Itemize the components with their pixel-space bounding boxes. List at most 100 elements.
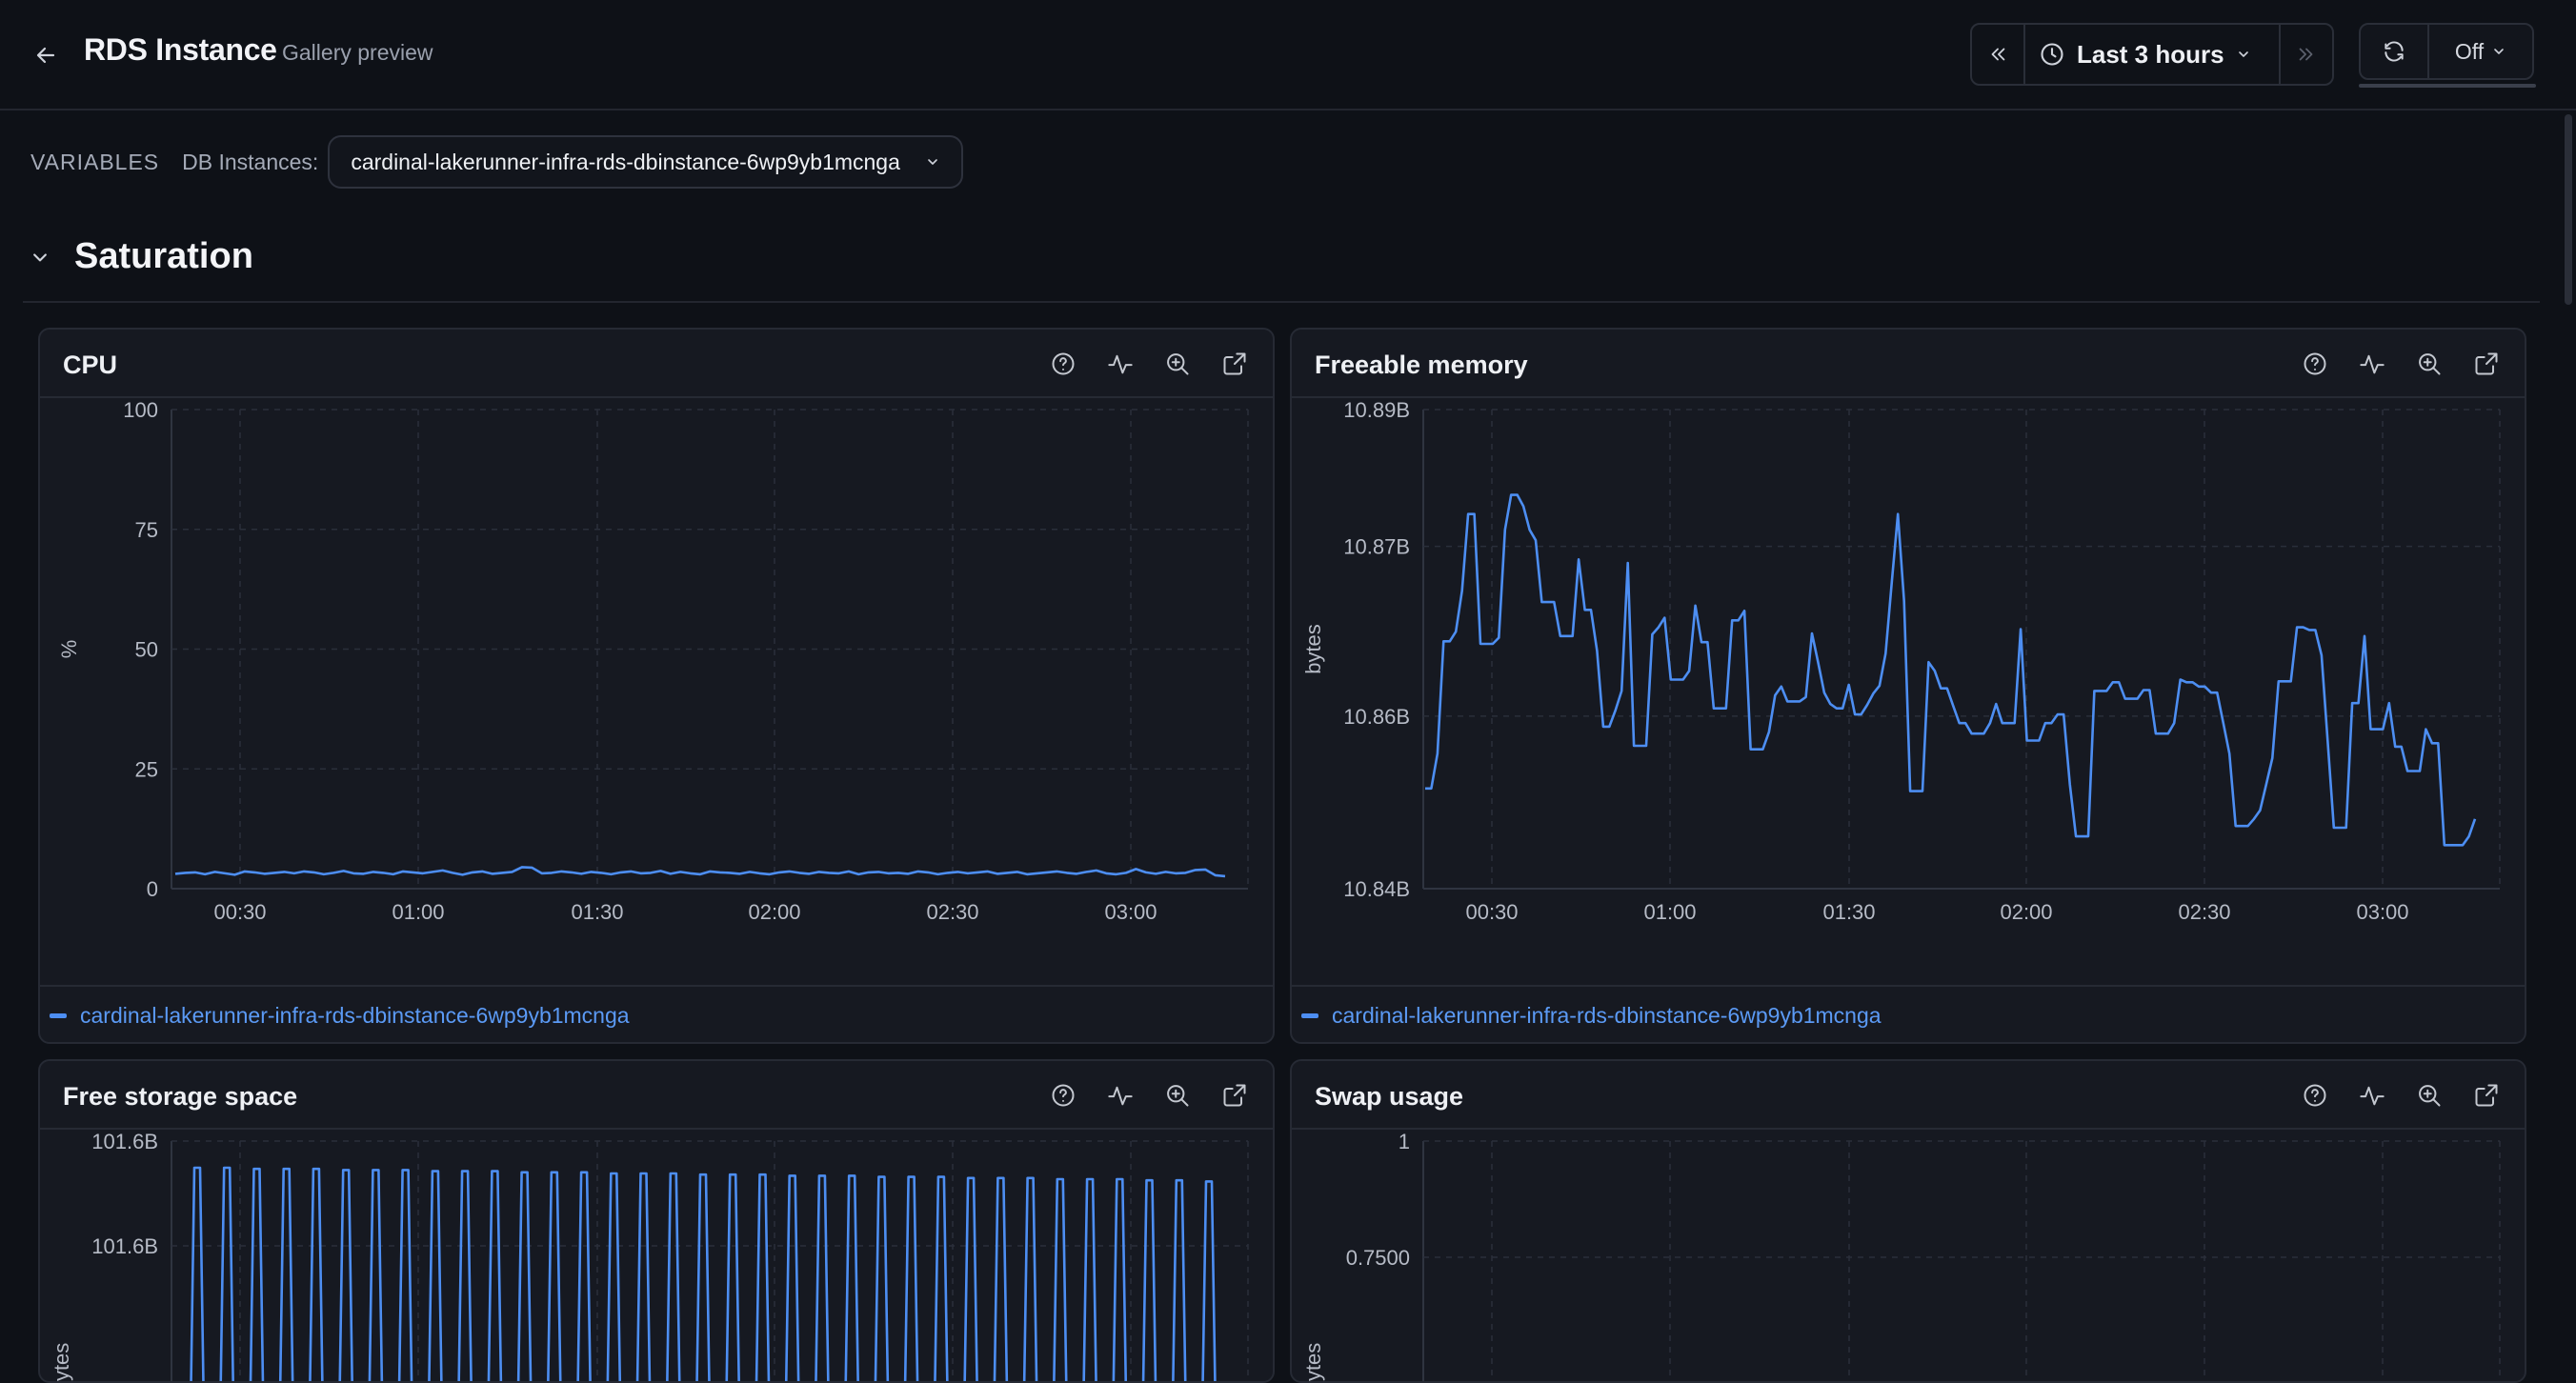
time-range-label: Last 3 hours — [2077, 39, 2224, 69]
x-tick-label: 02:30 — [926, 900, 978, 924]
y-tick-label: 0 — [147, 877, 158, 901]
panel-swap-usage: Swap usage 1 0.7500 bytes — [1290, 1059, 2526, 1383]
chevrons-right-icon — [2299, 48, 2313, 61]
panel-actions — [1044, 1080, 1254, 1111]
x-tick-label: 01:00 — [392, 900, 444, 924]
panel-cpu: CPU 100 75 50 25 0 00:30 01:00 01:30 02:00 02:30 0… — [38, 328, 1275, 1044]
chevron-down-icon — [2494, 49, 2504, 54]
chart-free-storage-space: 101.6B 101.6B bytes — [50, 1130, 1249, 1381]
help-circle-icon — [1052, 352, 1075, 375]
variables-heading: VARIABLES — [30, 149, 160, 174]
panel-header: Freeable memory — [1292, 330, 2525, 398]
panel-zoom-button[interactable] — [1158, 349, 1197, 379]
panel-header: Swap usage — [1292, 1061, 2525, 1130]
x-tick-label: 02:30 — [2178, 900, 2230, 924]
db-instances-label: DB Instances: — [182, 149, 319, 174]
time-range-picker: Last 3 hours — [1970, 23, 2334, 86]
panel-explore-button[interactable] — [2353, 1080, 2391, 1111]
panel-explore-button[interactable] — [2353, 349, 2391, 379]
panel-info-button[interactable] — [1044, 1080, 1082, 1111]
y-tick-label: 25 — [135, 757, 158, 781]
y-tick-label: 50 — [135, 638, 158, 662]
panel-title: Freeable memory — [1315, 351, 1528, 379]
x-tick-label: 01:30 — [571, 900, 623, 924]
time-range-button[interactable]: Last 3 hours — [2025, 25, 2281, 84]
panel-open-button[interactable] — [1216, 1080, 1254, 1111]
x-tick-label: 00:30 — [1465, 900, 1518, 924]
y-axis-label: bytes — [1301, 624, 1325, 674]
external-link-icon — [2475, 1084, 2498, 1107]
panel-explore-button[interactable] — [1101, 349, 1139, 379]
legend-swatch — [50, 1012, 67, 1018]
external-link-icon — [2475, 352, 2498, 375]
panel-header: Free storage space — [40, 1061, 1273, 1130]
row-toggle-saturation[interactable]: Saturation — [30, 236, 253, 277]
external-link-icon — [1223, 1084, 1246, 1107]
help-circle-icon — [1052, 1084, 1075, 1107]
panel-freeable-memory: Freeable memory 10.89B 10.87B 10.86B 10.84B… — [1290, 328, 2526, 1044]
page-scrollbar[interactable] — [2561, 110, 2576, 1372]
y-tick-label: 75 — [135, 518, 158, 542]
panel-info-button[interactable] — [2296, 349, 2334, 379]
top-bar: RDS Instance Gallery preview Last 3 hour… — [0, 0, 2576, 110]
x-tick-label: 00:30 — [213, 900, 266, 924]
db-instances-value: cardinal-lakerunner-infra-rds-dbinstance… — [351, 149, 900, 174]
series-line — [174, 866, 1226, 878]
y-tick-label: 1 — [1399, 1130, 1410, 1153]
x-tick-label: 03:00 — [1104, 900, 1157, 924]
y-tick-label: 10.84B — [1343, 877, 1410, 901]
shift-time-back-button[interactable] — [1972, 25, 2025, 84]
clock-icon — [2041, 43, 2063, 66]
panel-open-button[interactable] — [2467, 1080, 2506, 1111]
zoom-in-icon — [2419, 1085, 2441, 1107]
panel-free-storage-space: Free storage space 101.6B 101.6B bytes — [38, 1059, 1275, 1383]
chart-swap-usage: 1 0.7500 bytes — [1301, 1130, 2501, 1383]
help-circle-icon — [2304, 352, 2326, 375]
panel-title: CPU — [63, 351, 118, 379]
page-subtitle: Gallery preview — [282, 40, 433, 65]
pulse-icon — [1108, 354, 1133, 374]
zoom-in-icon — [2419, 353, 2441, 375]
row-divider — [23, 301, 2540, 303]
refresh-underline — [2359, 84, 2536, 88]
chevron-down-icon — [928, 159, 937, 165]
help-circle-icon — [2304, 1084, 2326, 1107]
panel-zoom-button[interactable] — [1158, 1080, 1197, 1111]
panel-open-button[interactable] — [1216, 349, 1254, 379]
legend-item[interactable]: cardinal-lakerunner-infra-rds-dbinstance… — [1292, 985, 2525, 1042]
panel-header: CPU — [40, 330, 1273, 398]
back-button[interactable] — [27, 36, 65, 74]
y-tick-label: 101.6B — [91, 1234, 158, 1258]
x-tick-label: 02:00 — [2000, 900, 2052, 924]
variables-bar: VARIABLES DB Instances: cardinal-lakerun… — [30, 135, 963, 189]
panel-zoom-button[interactable] — [2410, 1080, 2448, 1111]
pulse-icon — [2360, 354, 2385, 374]
chevron-down-icon — [33, 252, 47, 261]
panel-title: Swap usage — [1315, 1082, 1464, 1111]
pulse-icon — [1108, 1086, 1133, 1106]
zoom-in-icon — [1167, 1085, 1189, 1107]
row-title: Saturation — [74, 236, 253, 276]
shift-time-forward-button[interactable] — [2281, 25, 2332, 84]
y-tick-label: 10.87B — [1343, 535, 1410, 559]
panel-title: Free storage space — [63, 1082, 298, 1111]
series-line — [190, 1166, 1217, 1381]
legend-label: cardinal-lakerunner-infra-rds-dbinstance… — [1332, 1002, 1882, 1028]
panel-zoom-button[interactable] — [2410, 349, 2448, 379]
chart-cpu: 100 75 50 25 0 00:30 01:00 01:30 02:00 02:30 03:00… — [57, 398, 1249, 924]
legend-label: cardinal-lakerunner-infra-rds-dbinstance… — [80, 1002, 630, 1028]
legend-item[interactable]: cardinal-lakerunner-infra-rds-dbinstance… — [40, 985, 1273, 1042]
refresh-icon — [2385, 41, 2404, 62]
refresh-button[interactable] — [2361, 25, 2429, 78]
zoom-in-icon — [1167, 353, 1189, 375]
panel-info-button[interactable] — [2296, 1080, 2334, 1111]
panel-open-button[interactable] — [2467, 349, 2506, 379]
page-title: RDS Instance — [84, 32, 277, 67]
panel-info-button[interactable] — [1044, 349, 1082, 379]
panel-explore-button[interactable] — [1101, 1080, 1139, 1111]
db-instances-select[interactable]: cardinal-lakerunner-infra-rds-dbinstance… — [328, 135, 963, 189]
refresh-interval-dropdown[interactable]: Off — [2429, 25, 2532, 78]
y-axis-label: bytes — [1301, 1343, 1325, 1383]
page-scrollbar-thumb[interactable] — [2565, 114, 2572, 305]
arrow-left-icon — [36, 47, 55, 64]
